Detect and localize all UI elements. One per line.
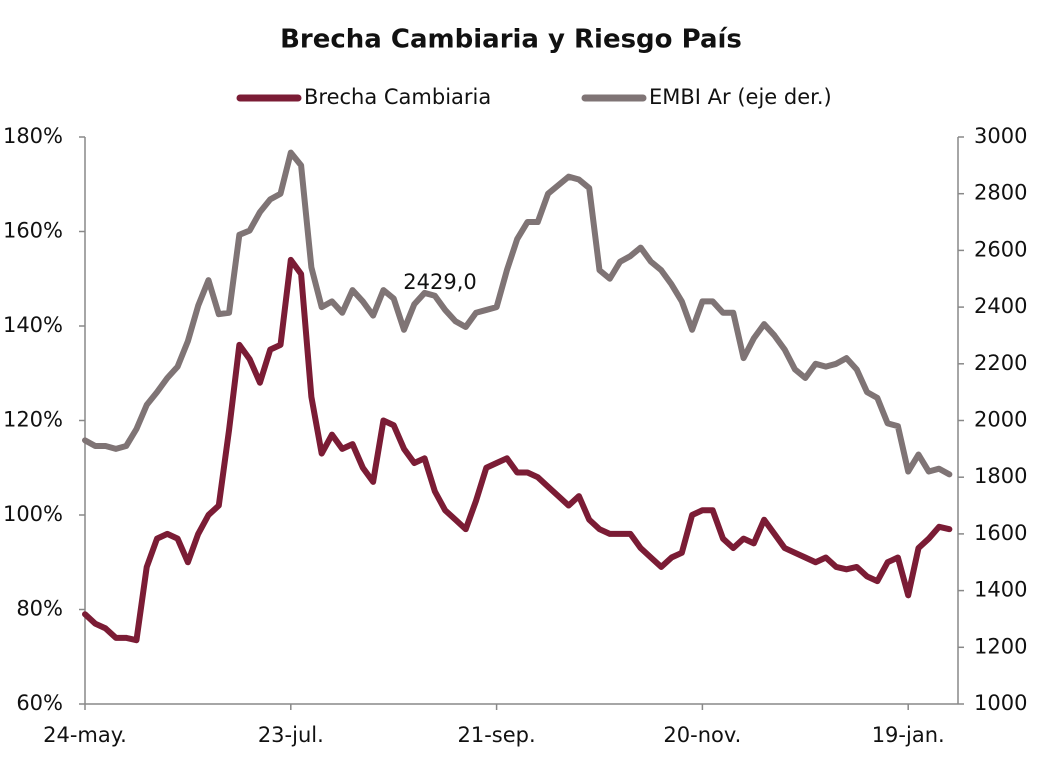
x-tick-label: 20-nov. — [663, 723, 741, 747]
annotation: 2429,0 — [403, 270, 476, 294]
y-tick-label: 160% — [3, 219, 63, 243]
y2-tick-label: 2800 — [974, 181, 1027, 205]
y2-tick-label: 2400 — [974, 294, 1027, 318]
y-tick-label: 180% — [3, 124, 63, 148]
series-line — [82, 256, 953, 644]
chart-title: Brecha Cambiaria y Riesgo País — [280, 25, 742, 55]
legend-label: EMBI Ar (eje der.) — [649, 85, 832, 109]
x-tick-label: 19-jan. — [872, 723, 945, 747]
y2-tick-label: 1000 — [974, 691, 1027, 715]
series-line — [82, 149, 953, 478]
y-tick-label: 120% — [3, 408, 63, 432]
y2-tick-label: 1200 — [974, 634, 1027, 658]
y-tick-label: 60% — [16, 691, 63, 715]
x-tick-label: 23-jul. — [258, 723, 324, 747]
x-tick-label: 24-may. — [43, 723, 127, 747]
x-tick-label: 21-sep. — [458, 723, 536, 747]
y2-tick-label: 1400 — [974, 578, 1027, 602]
legend-label: Brecha Cambiaria — [304, 85, 491, 109]
y2-tick-label: 2000 — [974, 408, 1027, 432]
y2-tick-label: 1800 — [974, 464, 1027, 488]
y2-tick-label: 1600 — [974, 521, 1027, 545]
y2-tick-label: 2200 — [974, 351, 1027, 375]
y-tick-label: 140% — [3, 313, 63, 337]
y-tick-label: 100% — [3, 502, 63, 526]
y2-tick-label: 2600 — [974, 237, 1027, 261]
y2-tick-label: 3000 — [974, 124, 1027, 148]
y-tick-label: 80% — [16, 597, 63, 621]
